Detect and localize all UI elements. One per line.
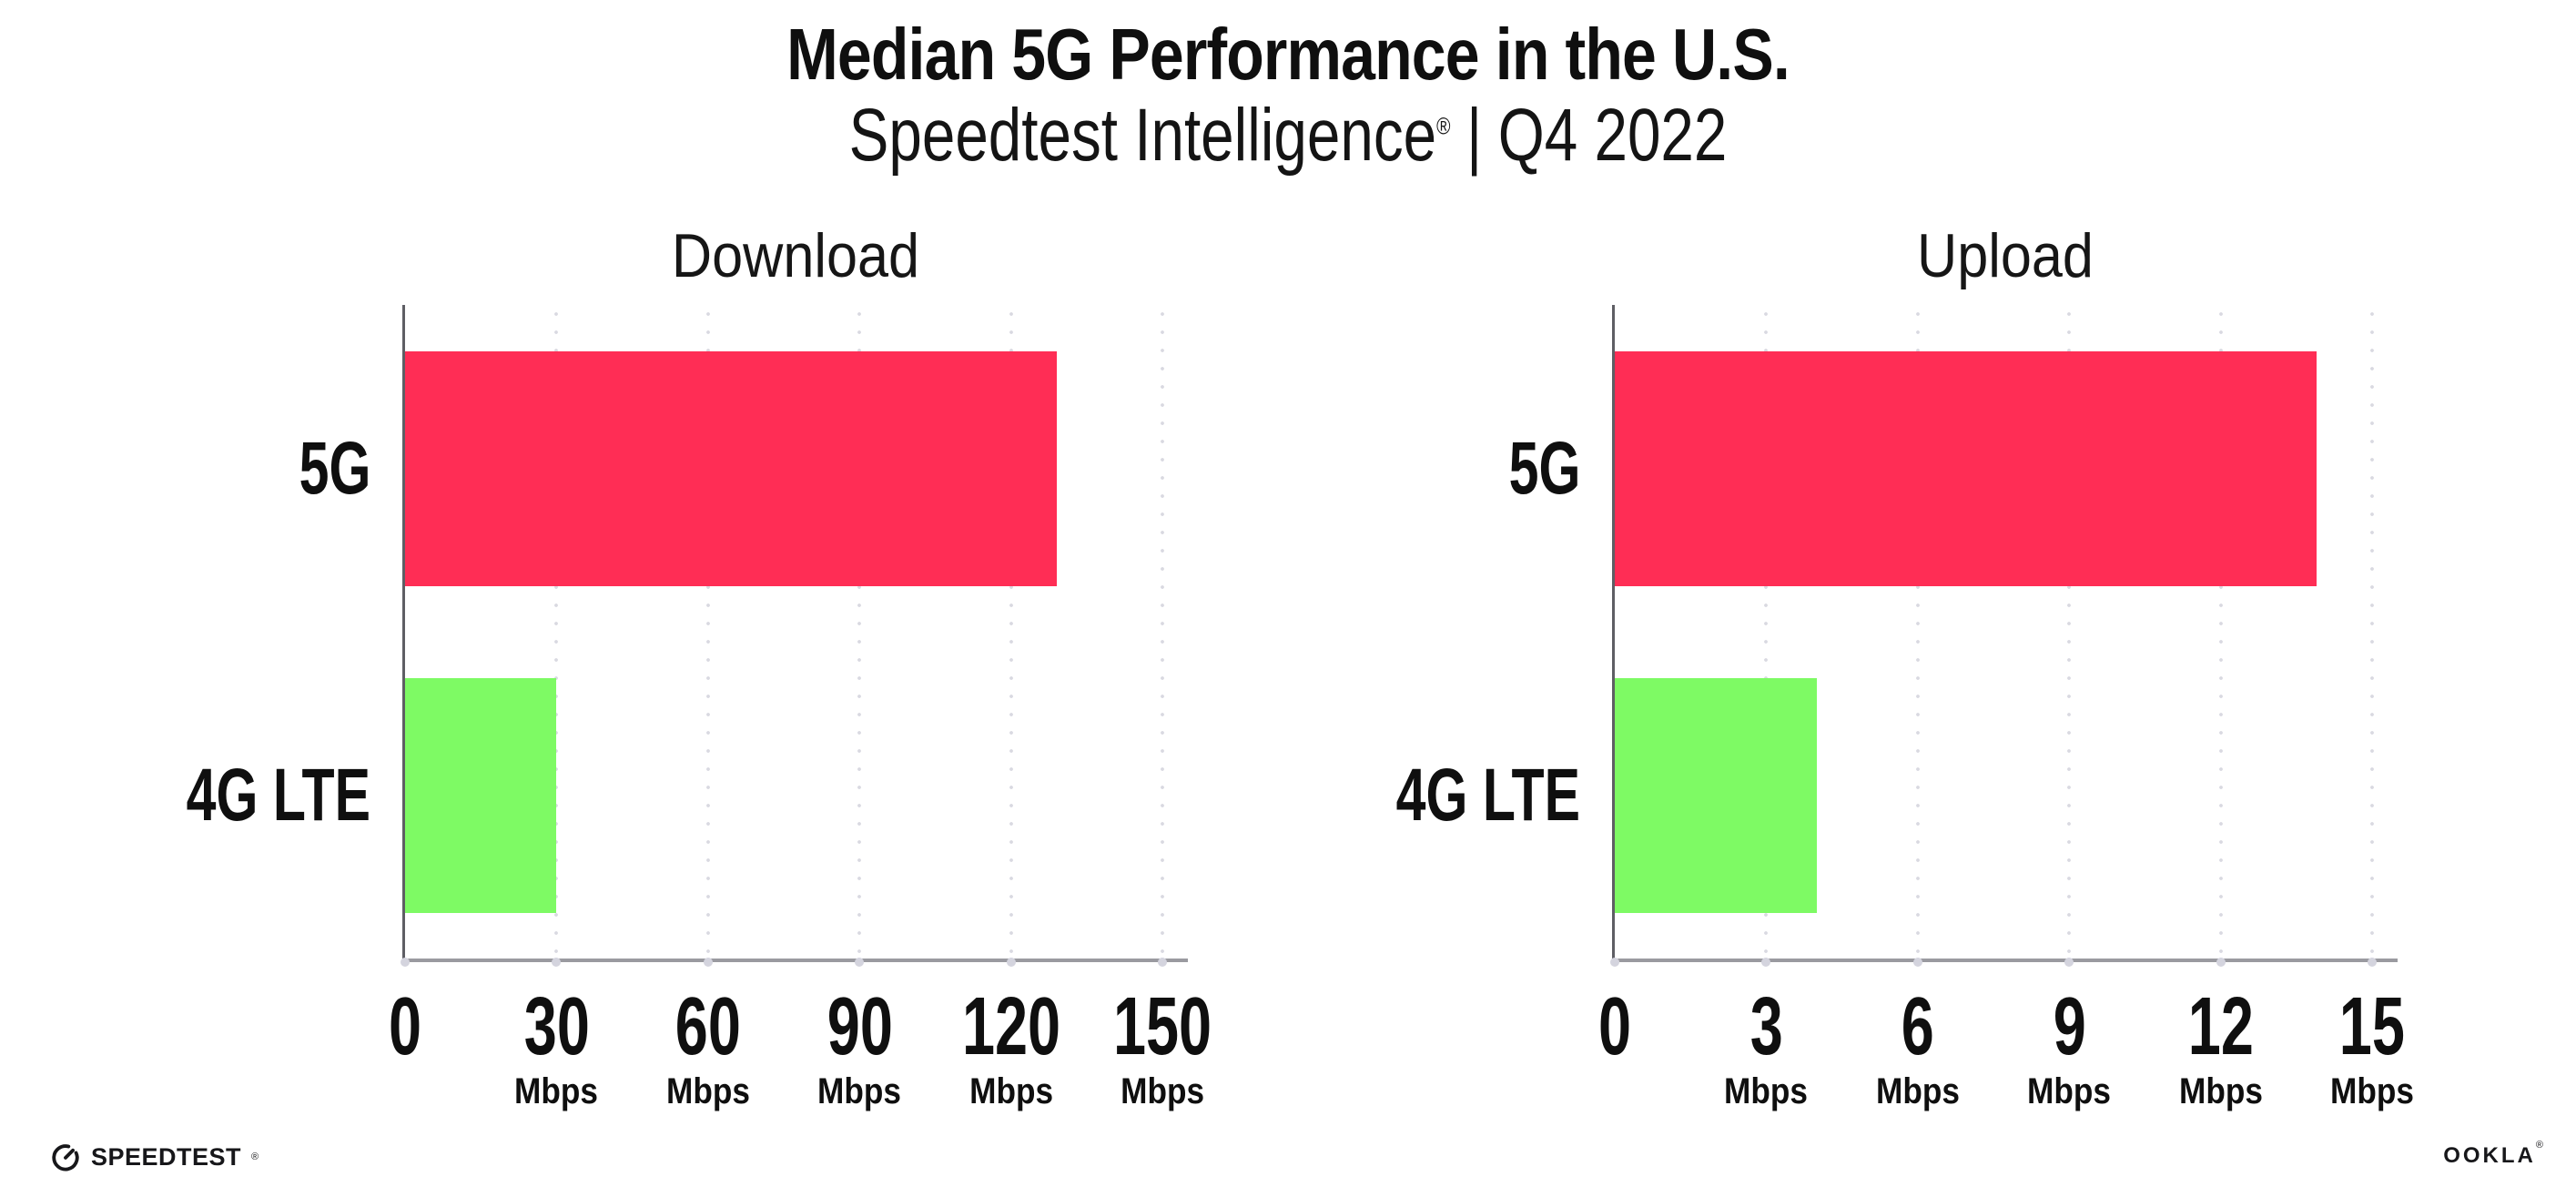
plot-area-download: 0 30 Mbps 60 Mbps 90 Mbps 120 Mbps 150 Mbps 5G 4G LT… (187, 305, 1212, 1110)
tick-value: 120 (961, 981, 1060, 1072)
gridline (705, 305, 710, 959)
gridline (554, 305, 559, 959)
tick-value: 3 (1749, 981, 1783, 1072)
axis-tick-dot (855, 958, 865, 967)
tick-label-9: 9 Mbps (2022, 986, 2116, 1110)
gridline (1009, 305, 1013, 959)
plot-area-upload: 0 3 Mbps 6 Mbps 9 Mbps 12 Mbps 15 Mbps 5G 4G LTE (1396, 305, 2414, 1110)
tick-value: 30 (523, 981, 590, 1072)
subtitle-brand: Speedtest Intelligence (848, 94, 1437, 177)
tick-value: 60 (674, 981, 741, 1072)
tick-value: 15 (2339, 981, 2406, 1072)
bar-4g-lte (1615, 677, 1817, 913)
page-title: Median 5G Performance in the U.S. (786, 14, 1790, 95)
gridline (2067, 305, 2072, 959)
ookla-logo: OOKLA ® (2443, 1140, 2543, 1168)
gridline (2218, 305, 2223, 959)
axis-tick-dot (1006, 958, 1016, 967)
tick-label-60: 60 Mbps (661, 986, 756, 1110)
tick-unit: Mbps (665, 1071, 750, 1111)
tick-label-150: 150 Mbps (1094, 986, 1231, 1110)
chart-title-download: Download (671, 221, 919, 290)
tick-unit: Mbps (2178, 1071, 2263, 1111)
bar-5g (405, 350, 1057, 586)
axis-tick-dot (401, 958, 410, 967)
gauge-icon (52, 1144, 79, 1172)
tick-unit: Mbps (2027, 1071, 2112, 1111)
tick-unit: Mbps (1724, 1071, 1809, 1111)
subtitle-period: Q4 2022 (1497, 94, 1728, 177)
tick-value: 9 (2053, 981, 2086, 1072)
axis-tick-dot (1610, 958, 1619, 967)
tick-label-15: 15 Mbps (2325, 986, 2419, 1110)
axis-tick-dot (1158, 958, 1168, 967)
axis-tick-dot (552, 958, 562, 967)
registered-trademark-symbol: ® (1436, 112, 1451, 140)
speedtest-logo: SPEEDTEST ® (50, 1141, 259, 1173)
tick-label-12: 12 Mbps (2174, 986, 2268, 1110)
tick-value: 90 (827, 981, 893, 1072)
tick-label-30: 30 Mbps (509, 986, 603, 1110)
category-label-4g-lte: 4G LTE (1395, 753, 1580, 837)
category-label-5g: 5G (1508, 426, 1580, 510)
chart-download: Download 0 30 Mbps 60 Mbps 90 Mbps 120 Mbps 150 Mb… (187, 225, 1212, 1110)
tick-unit: Mbps (817, 1071, 902, 1111)
axis-tick-dot (2064, 958, 2074, 967)
gridline (857, 305, 862, 959)
tick-value: 0 (1597, 981, 1632, 1072)
tick-unit: Mbps (1875, 1071, 1960, 1111)
tick-label-3: 3 Mbps (1719, 986, 1813, 1110)
axis-tick-dot (1761, 958, 1771, 967)
tick-unit: Mbps (2330, 1071, 2415, 1111)
bar-4g-lte (405, 677, 557, 913)
category-label-5g: 5G (299, 426, 370, 510)
tick-label-0: 0 (1592, 986, 1638, 1068)
chart-title-upload: Upload (1916, 221, 2094, 290)
category-label-4g-lte: 4G LTE (186, 753, 370, 837)
gridline (1764, 305, 1769, 959)
tick-label-6: 6 Mbps (1871, 986, 1965, 1110)
tick-label-0: 0 (382, 986, 428, 1068)
tick-value: 0 (388, 981, 422, 1072)
axis-tick-dot (2216, 958, 2226, 967)
ookla-wordmark: OOKLA (2443, 1143, 2536, 1168)
tick-value: 6 (1901, 981, 1934, 1072)
gridline (2370, 305, 2375, 959)
speedtest-wordmark: SPEEDTEST (91, 1142, 242, 1171)
gridline (1915, 305, 1920, 959)
tick-value: 12 (2187, 981, 2254, 1072)
axis-tick-dot (2368, 958, 2378, 967)
tick-unit: Mbps (969, 1071, 1053, 1111)
gridline (1161, 305, 1165, 959)
tick-label-120: 120 Mbps (943, 986, 1080, 1110)
tick-label-90: 90 Mbps (812, 986, 907, 1110)
tick-unit: Mbps (514, 1071, 599, 1111)
chart-upload: Upload 0 3 Mbps 6 Mbps 9 Mbps 12 Mbps 15 Mbps 5G 4G … (1396, 225, 2415, 1110)
page-subtitle: Speedtest Intelligence® | Q4 2022 (258, 96, 2318, 175)
subtitle-divider: | (1466, 94, 1483, 177)
tick-unit: Mbps (1121, 1071, 1205, 1111)
axis-tick-dot (703, 958, 713, 967)
tick-value: 150 (1113, 981, 1212, 1072)
axis-tick-dot (1912, 958, 1922, 967)
bar-5g (1615, 350, 2317, 586)
